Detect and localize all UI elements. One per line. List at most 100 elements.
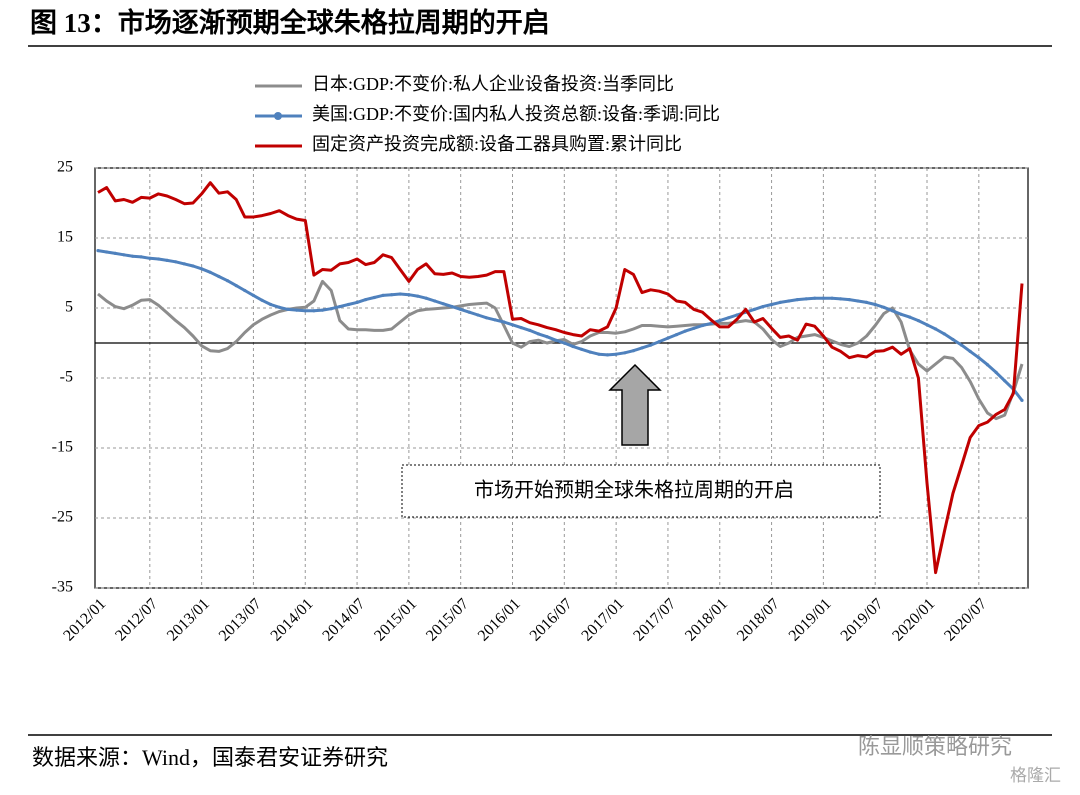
marker xyxy=(208,270,212,274)
marker xyxy=(804,297,808,301)
marker xyxy=(631,349,636,353)
marker xyxy=(718,319,722,323)
x-tick-label: 2012/07 xyxy=(112,595,161,644)
marker xyxy=(623,351,627,355)
y-tick-label: 5 xyxy=(65,299,73,316)
marker xyxy=(951,337,955,342)
y-tick-label: -35 xyxy=(52,579,73,596)
marker xyxy=(200,267,204,271)
marker xyxy=(277,305,281,309)
y-tick-label: 15 xyxy=(57,229,73,246)
x-tick-label: 2019/07 xyxy=(838,595,887,644)
marker xyxy=(484,316,489,320)
marker xyxy=(165,258,169,262)
marker xyxy=(959,343,964,347)
marker xyxy=(122,253,126,257)
marker xyxy=(234,284,238,288)
x-tick-label: 2018/07 xyxy=(734,595,783,644)
marker xyxy=(260,298,264,302)
marker xyxy=(657,340,661,344)
marker xyxy=(821,296,825,300)
marker xyxy=(467,310,471,314)
marker xyxy=(873,302,877,307)
marker xyxy=(761,305,765,309)
marker xyxy=(225,279,230,283)
marker xyxy=(217,274,221,279)
marker xyxy=(355,300,359,304)
legend-label: 固定资产投资完成额:设备工器具购置:累计同比 xyxy=(312,134,682,154)
marker xyxy=(269,302,273,307)
x-tick-label: 2012/01 xyxy=(60,595,109,644)
x-tick-label: 2017/01 xyxy=(578,595,627,644)
marker xyxy=(562,341,566,345)
marker xyxy=(864,300,869,304)
marker xyxy=(856,299,860,303)
marker xyxy=(536,332,541,336)
marker xyxy=(251,293,256,297)
legend-label: 美国:GDP:不变价:国内私人投资总额:设备:季调:同比 xyxy=(312,104,720,124)
marker xyxy=(519,326,523,330)
marker xyxy=(105,250,109,254)
x-tick-label: 2016/01 xyxy=(475,595,524,644)
x-tick-label: 2015/07 xyxy=(423,595,472,644)
marker xyxy=(390,293,394,297)
x-tick-label: 2014/07 xyxy=(319,595,368,644)
marker xyxy=(813,296,817,300)
annotation-box xyxy=(401,464,881,518)
series-line xyxy=(97,181,1024,575)
series-group xyxy=(96,181,1024,575)
marker xyxy=(338,305,342,309)
marker xyxy=(148,256,152,260)
marker xyxy=(1020,398,1024,402)
marker xyxy=(502,320,506,324)
marker xyxy=(320,308,325,312)
marker xyxy=(528,328,532,332)
marker xyxy=(398,292,402,296)
x-tick-label: 2014/01 xyxy=(268,595,317,644)
x-tick-label: 2015/01 xyxy=(371,595,420,644)
marker xyxy=(364,298,368,302)
marker xyxy=(916,319,920,323)
source: 数据来源：Wind，国泰君安证券研究 xyxy=(32,745,388,770)
marker xyxy=(735,313,739,317)
marker xyxy=(674,333,679,337)
marker xyxy=(934,327,938,331)
marker xyxy=(191,264,195,268)
marker xyxy=(968,349,972,353)
marker xyxy=(942,332,946,336)
marker xyxy=(372,295,376,300)
marker xyxy=(925,323,929,327)
marker xyxy=(407,293,411,297)
y-tick-label: -25 xyxy=(52,509,73,526)
marker xyxy=(450,305,454,309)
marker xyxy=(890,309,895,313)
x-tick-label: 2020/01 xyxy=(889,595,938,644)
x-tick-label: 2020/07 xyxy=(941,595,990,644)
marker xyxy=(588,350,592,354)
marker xyxy=(692,326,696,330)
marker xyxy=(493,318,497,322)
marker xyxy=(778,300,782,304)
marker xyxy=(459,307,463,311)
arrow xyxy=(608,363,662,446)
marker xyxy=(441,302,446,306)
marker xyxy=(899,312,903,316)
annotation: 市场开始预期全球朱格拉周期的开启 xyxy=(474,479,794,502)
marker xyxy=(579,347,584,351)
y-tick-label: -15 xyxy=(52,439,73,456)
x-tick-label: 2013/01 xyxy=(164,595,213,644)
logo: 格隆汇 xyxy=(1010,766,1061,786)
marker xyxy=(787,299,791,303)
marker xyxy=(156,257,161,261)
marker xyxy=(545,335,549,339)
marker xyxy=(312,309,316,313)
marker xyxy=(614,352,618,356)
x-tick-label: 2017/07 xyxy=(630,595,679,644)
marker xyxy=(286,307,290,311)
chart-title: 图 13：市场逐渐预期全球朱格拉周期的开启 xyxy=(30,7,550,38)
marker xyxy=(994,370,998,374)
marker xyxy=(839,297,843,301)
marker xyxy=(346,302,351,307)
marker xyxy=(139,255,143,259)
